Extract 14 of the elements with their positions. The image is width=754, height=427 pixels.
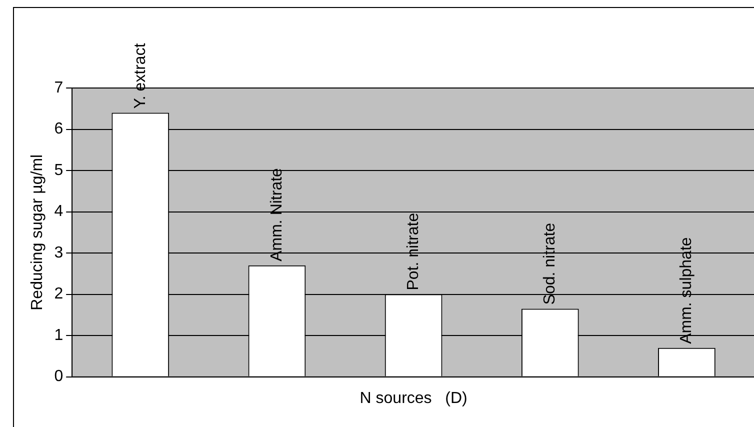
y-tick-label: 5 bbox=[54, 162, 64, 179]
y-tick-label: 6 bbox=[54, 120, 64, 138]
y-axis-title: Reducing sugar µg/ml bbox=[29, 154, 46, 310]
y-tick-label: 4 bbox=[54, 203, 64, 220]
x-tick-label: Amm. sulphate bbox=[678, 237, 696, 344]
y-tick-label: 2 bbox=[54, 286, 64, 303]
x-tick-label: Amm. Nitrate bbox=[268, 168, 286, 262]
y-tick-label: 0 bbox=[54, 368, 64, 386]
y-tick-label: 3 bbox=[54, 244, 64, 262]
x-tick-label: Y. extract bbox=[132, 42, 149, 109]
y-tick-label: 1 bbox=[54, 326, 64, 344]
x-tick-label: Pot. nitrate bbox=[404, 212, 422, 290]
y-tick-label: 7 bbox=[54, 79, 64, 96]
x-axis-title: N sources (D) bbox=[360, 390, 468, 407]
